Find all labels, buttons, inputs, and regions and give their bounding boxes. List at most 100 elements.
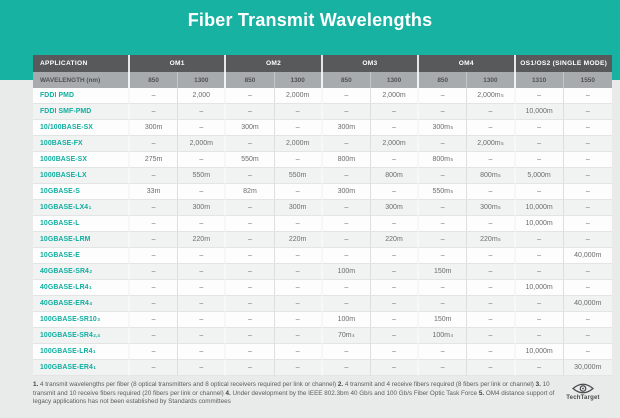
table-row: 10GBASE-LX4 1–300m –300m –300m –300m 5 10,000m…: [33, 200, 612, 216]
distance-cell: –: [322, 88, 371, 104]
distance-cell: –: [274, 360, 323, 376]
distance-cell: –: [178, 264, 227, 280]
distance-cell: 550m: [178, 168, 227, 184]
distance-cell: –: [467, 280, 516, 296]
distance-cell: –: [563, 344, 612, 360]
distance-cell: –: [178, 120, 227, 136]
table-row: 10/100BASE-SX 300m –300m –300m –300m 5– – –: [33, 120, 612, 136]
fiber-type-header: OM4: [419, 55, 516, 72]
distance-cell: 10,000m: [515, 104, 564, 120]
distance-cell: –: [563, 280, 612, 296]
table-row: 40GBASE-SR4 2– – – –100m –150m – – –: [33, 264, 612, 280]
footnotes: 1. 4 transmit wavelengths per fiber (8 o…: [33, 381, 561, 407]
distance-cell: –: [467, 328, 516, 344]
distance-cell: –: [178, 280, 227, 296]
distance-cell: –: [370, 184, 420, 200]
table-row: 100GBASE-SR4 2,4– – – –70m 4–100m 4– – –: [33, 328, 612, 344]
distance-cell: –: [467, 216, 516, 232]
wavelength-header-row: WAVELENGTH (nm) 850 1300 850 1300 850 1300 850 1…: [33, 72, 612, 88]
table-row: 10GBASE-L – – – – – – – –10,000m –: [33, 216, 612, 232]
distance-cell: –: [370, 328, 420, 344]
distance-cell: –: [515, 312, 564, 328]
distance-cell: 550m 5: [419, 184, 468, 200]
distance-cell: 2,000m: [370, 136, 420, 152]
distance-cell: 300m: [178, 200, 227, 216]
application-cell: 1000BASE-SX: [33, 152, 130, 168]
distance-cell: –: [130, 280, 179, 296]
table-body: FDDI PMD –2,000–2,000m –2,000m –2,000m 5– – FD…: [33, 88, 612, 376]
distance-cell: –: [515, 136, 564, 152]
distance-cell: –: [515, 184, 564, 200]
application-cell: FDDI SMF-PMD: [33, 104, 130, 120]
distance-cell: –: [226, 312, 275, 328]
distance-cell: –: [226, 88, 275, 104]
distance-cell: 550m: [226, 152, 275, 168]
distance-cell: –: [322, 248, 371, 264]
distance-cell: 220m 5: [467, 232, 516, 248]
distance-cell: –: [370, 360, 420, 376]
distance-cell: –: [419, 280, 468, 296]
distance-cell: –: [419, 136, 468, 152]
distance-cell: –: [370, 216, 420, 232]
table-row: 100BASE-FX –2,000m –2,000m –2,000m –2,000m 5–…: [33, 136, 612, 152]
distance-cell: 30,000m: [563, 360, 612, 376]
distance-cell: –: [130, 296, 179, 312]
distance-cell: –: [322, 360, 371, 376]
application-cell: 10GBASE-L: [33, 216, 130, 232]
distance-cell: 10,000m: [515, 344, 564, 360]
footnote-number: 1.: [33, 381, 41, 388]
distance-cell: 70m 4: [322, 328, 371, 344]
distance-cell: –: [370, 312, 420, 328]
distance-cell: –: [563, 328, 612, 344]
distance-cell: 100m: [322, 264, 371, 280]
distance-cell: –: [274, 184, 323, 200]
application-cell: 10GBASE-S: [33, 184, 130, 200]
distance-cell: –: [419, 296, 468, 312]
application-cell: 10/100BASE-SX: [33, 120, 130, 136]
distance-cell: –: [130, 328, 179, 344]
table-row: 40GBASE-LR4 1– – – – – – – –10,000m –: [33, 280, 612, 296]
distance-cell: –: [226, 344, 275, 360]
distance-cell: –: [419, 248, 468, 264]
distance-cell: –: [226, 280, 275, 296]
application-cell: 10GBASE-LX4 1: [33, 200, 130, 216]
application-cell: 100GBASE-SR10 3: [33, 312, 130, 328]
distance-cell: 800m 5: [419, 152, 468, 168]
distance-cell: –: [370, 264, 420, 280]
table-row: 100GBASE-ER4 1– – – – – – – – –30,000m: [33, 360, 612, 376]
wavelength-value-header: 1310: [515, 72, 564, 88]
distance-cell: –: [178, 104, 227, 120]
distance-cell: –: [274, 152, 323, 168]
distance-cell: –: [515, 120, 564, 136]
distance-cell: –: [130, 88, 179, 104]
application-cell: 10GBASE-E: [33, 248, 130, 264]
table-row: 40GBASE-ER4 4– – – – – – – – –40,000m: [33, 296, 612, 312]
distance-cell: –: [226, 248, 275, 264]
distance-cell: –: [467, 344, 516, 360]
distance-cell: 2,000m: [274, 88, 323, 104]
distance-cell: –: [467, 264, 516, 280]
application-cell: 100GBASE-SR4 2,4: [33, 328, 130, 344]
distance-cell: –: [274, 280, 323, 296]
table-row: 1000BASE-LX –550m –550m –800m –800m 5 5,000m –: [33, 168, 612, 184]
footnote-number: 4.: [225, 389, 233, 397]
table-row: 10GBASE-LRM –220m –220m –220m –220m 5– –: [33, 232, 612, 248]
distance-cell: –: [563, 216, 612, 232]
distance-cell: –: [178, 184, 227, 200]
distance-cell: 150m: [419, 312, 468, 328]
distance-cell: –: [130, 168, 179, 184]
distance-cell: 2,000m: [274, 136, 323, 152]
distance-cell: 275m: [130, 152, 179, 168]
distance-cell: –: [178, 344, 227, 360]
application-cell: 40GBASE-SR4 2: [33, 264, 130, 280]
distance-cell: –: [467, 184, 516, 200]
distance-cell: –: [274, 248, 323, 264]
distance-cell: 2,000: [178, 88, 227, 104]
table-row: 10GBASE-S 33m –82m –300m –550m 5– – –: [33, 184, 612, 200]
distance-cell: –: [274, 296, 323, 312]
distance-cell: 100m: [322, 312, 371, 328]
application-header: APPLICATION: [33, 55, 130, 72]
distance-cell: 300m: [322, 120, 371, 136]
distance-cell: 82m: [226, 184, 275, 200]
techtarget-logo-text: TechTarget: [566, 395, 600, 401]
